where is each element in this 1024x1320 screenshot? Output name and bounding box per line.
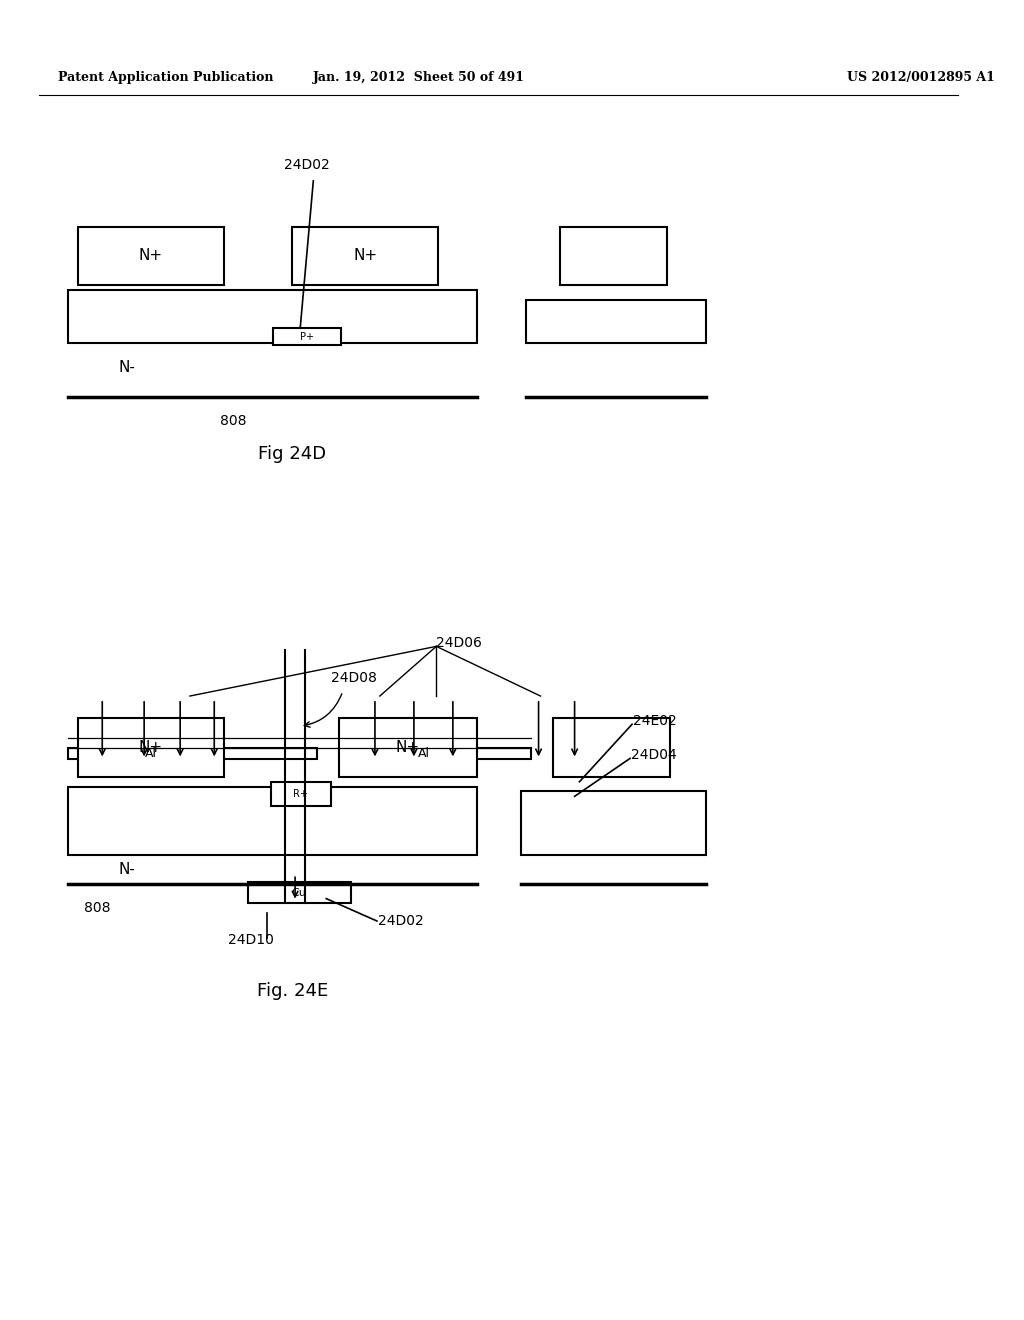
Text: R+: R+: [294, 789, 308, 800]
Bar: [78, 718, 224, 777]
Text: 24E02: 24E02: [633, 714, 677, 729]
Bar: [553, 718, 670, 777]
Bar: [526, 300, 707, 343]
Text: Fig 24D: Fig 24D: [258, 445, 327, 462]
Text: 808: 808: [220, 414, 247, 429]
Text: US 2012/0012895 A1: US 2012/0012895 A1: [847, 71, 995, 84]
Text: P+: P+: [300, 331, 313, 342]
Text: Cu: Cu: [292, 888, 306, 898]
Text: 24D06: 24D06: [436, 636, 482, 651]
Text: Fig. 24E: Fig. 24E: [257, 982, 328, 1001]
Bar: [339, 747, 530, 759]
Bar: [339, 718, 477, 777]
Text: N+: N+: [139, 741, 163, 755]
Bar: [521, 792, 707, 855]
Text: 24D10: 24D10: [228, 933, 273, 948]
Bar: [78, 227, 224, 285]
Text: N-: N-: [118, 360, 135, 375]
Text: Patent Application Publication: Patent Application Publication: [58, 71, 274, 84]
Text: Jan. 19, 2012  Sheet 50 of 491: Jan. 19, 2012 Sheet 50 of 491: [312, 71, 524, 84]
Text: 808: 808: [84, 902, 111, 915]
Bar: [69, 747, 316, 759]
Text: N+: N+: [353, 248, 377, 263]
Text: N-: N-: [118, 862, 135, 876]
Text: Al: Al: [418, 747, 430, 760]
Bar: [292, 227, 438, 285]
Text: Al: Al: [145, 747, 157, 760]
Text: 24D02: 24D02: [285, 158, 330, 173]
Bar: [69, 290, 477, 343]
Bar: [69, 787, 477, 855]
Text: 24D04: 24D04: [631, 748, 677, 763]
Bar: [270, 781, 331, 807]
Bar: [560, 227, 667, 285]
Text: N+: N+: [395, 741, 419, 755]
Text: 24D02: 24D02: [378, 913, 424, 928]
Bar: [249, 882, 350, 903]
Bar: [272, 327, 341, 346]
Text: N+: N+: [139, 248, 163, 263]
Text: 24D08: 24D08: [331, 671, 377, 685]
